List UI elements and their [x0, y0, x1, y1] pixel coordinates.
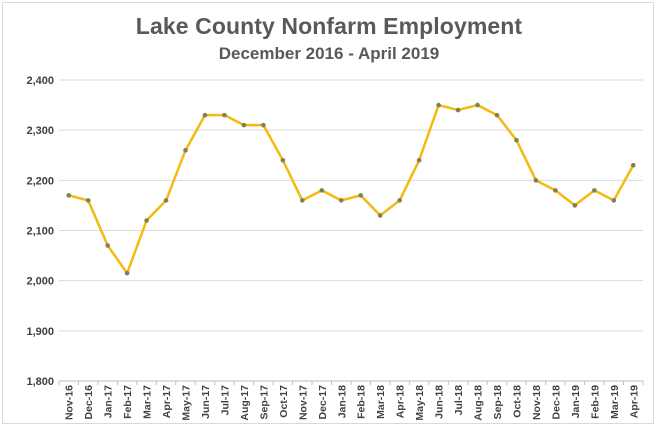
x-tick-label: Sep-18	[492, 385, 504, 420]
x-tick-label: May-17	[181, 385, 193, 421]
data-point	[241, 122, 247, 128]
data-point	[222, 112, 227, 118]
chart-title: Lake County Nonfarm Employment	[135, 13, 523, 39]
y-tick-label: 2,000	[26, 276, 54, 288]
data-point	[85, 198, 91, 203]
data-point	[514, 137, 519, 143]
data-point	[455, 107, 461, 113]
x-tick-label: Oct-17	[278, 385, 290, 418]
x-tick-label: Mar-17	[142, 385, 154, 419]
x-tick-label: Mar-19	[609, 385, 621, 419]
x-tick-label: Dec-16	[83, 385, 95, 420]
data-point	[144, 218, 149, 223]
gridlines	[58, 79, 644, 385]
data-point	[397, 198, 402, 203]
data-point	[183, 147, 188, 153]
x-tick-label: Dec-17	[317, 385, 329, 420]
x-tick-label: Apr-17	[161, 385, 173, 418]
series-line	[67, 103, 635, 275]
x-tick-label: Nov-17	[297, 385, 309, 420]
y-tick-label: 2,400	[26, 75, 54, 87]
x-tick-label: Jul-17	[219, 385, 231, 416]
chart-subtitle: December 2016 - April 2019	[218, 44, 440, 63]
series-layer	[66, 102, 636, 276]
x-tick-label: Jan-19	[570, 385, 582, 418]
data-point	[553, 188, 558, 193]
data-point	[319, 188, 325, 193]
y-tick-label: 2,200	[26, 175, 54, 187]
x-tick-label: Nov-16	[64, 385, 76, 420]
y-tick-label: 1,800	[26, 376, 54, 388]
x-tick-label: Apr-18	[395, 385, 407, 418]
data-point	[66, 193, 72, 198]
x-tick-label: Apr-19	[628, 385, 640, 418]
data-point	[280, 157, 286, 163]
x-tick-label: Oct-18	[511, 385, 523, 418]
data-point	[377, 213, 383, 218]
y-tick-label: 1,900	[26, 326, 54, 338]
data-point	[338, 198, 344, 203]
data-point	[436, 102, 441, 108]
x-tick-label: Jul-18	[453, 385, 465, 416]
x-tick-label: Aug-18	[473, 385, 485, 421]
x-tick-label: Aug-17	[239, 385, 251, 421]
data-point	[611, 198, 617, 203]
x-tick-label: Feb-19	[589, 385, 601, 419]
x-tick-label: Jan-18	[336, 385, 348, 418]
x-axis-ticks: Nov-16 Dec-16 Jan-17 Feb-17 Mar-17 Apr-17 May-…	[64, 385, 641, 421]
data-point	[494, 112, 500, 118]
data-point	[163, 198, 169, 203]
data-point	[533, 178, 539, 183]
x-tick-label: Mar-18	[375, 385, 387, 419]
data-point	[475, 102, 480, 108]
y-tick-label: 2,100	[26, 226, 54, 238]
x-tick-label: Jun-17	[200, 385, 212, 419]
x-tick-label: May-18	[414, 385, 426, 421]
x-tick-label: Sep-17	[258, 385, 270, 420]
x-tick-label: Nov-18	[531, 385, 543, 420]
x-tick-label: Jun-18	[434, 385, 446, 419]
data-point	[202, 112, 208, 118]
data-point	[358, 193, 364, 198]
data-point	[105, 243, 110, 248]
chart-frame	[2, 2, 654, 424]
data-point	[261, 122, 266, 128]
data-point	[124, 270, 130, 276]
data-point	[630, 162, 636, 168]
data-point	[416, 157, 422, 163]
x-tick-label: Jan-17	[103, 385, 115, 418]
y-axis-ticks: 1,800 1,900 2,000 2,100 2,200 2,300 2,400	[26, 75, 54, 388]
x-tick-label: Dec-18	[550, 385, 562, 420]
x-tick-label: Feb-17	[122, 385, 134, 419]
x-tick-label: Feb-18	[356, 385, 368, 419]
data-point	[572, 203, 578, 208]
data-point	[592, 188, 597, 193]
data-point	[300, 198, 305, 203]
y-tick-label: 2,300	[26, 125, 54, 137]
